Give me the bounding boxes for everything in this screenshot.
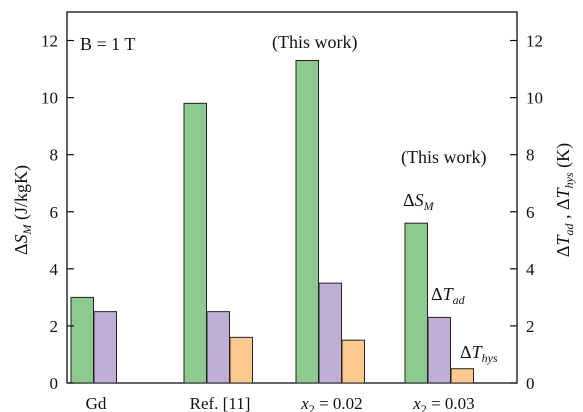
bar-dtad-x2-003 <box>427 316 451 384</box>
category-label-x2-003: x2 = 0.03 <box>412 394 474 412</box>
series-label-dthys: ΔThys <box>460 342 498 365</box>
category-label-x2-002: x2 = 0.02 <box>300 394 362 412</box>
y-axis-right-title: ΔTad , ΔThys (K) <box>553 143 576 257</box>
y-left-tick-label-2: 2 <box>50 317 59 336</box>
y-left-tick-label-10: 10 <box>41 89 58 108</box>
y-right-tick-label-0: 0 <box>526 374 535 393</box>
y-right-tick-label-6: 6 <box>526 203 535 222</box>
bar-dsm-x2-003 <box>404 222 428 384</box>
bars-layer <box>70 60 474 384</box>
bar-dtad-gd <box>93 311 117 384</box>
field-annotation: B = 1 T <box>80 34 135 54</box>
bar-dsm-ref11 <box>183 102 207 384</box>
category-label-ref11: Ref. [11] <box>190 394 251 412</box>
y-left-tick-label-4: 4 <box>50 260 59 279</box>
y-left-tick-label-6: 6 <box>50 203 59 222</box>
bar-dthys-x2-002 <box>341 339 365 384</box>
ticks-layer: 0 2 4 6 8 10 12 0 2 4 6 8 10 12 <box>41 32 543 393</box>
y-left-tick-label-8: 8 <box>50 146 59 165</box>
bar-dtad-x2-002 <box>318 282 342 384</box>
bar-dthys-x2-003 <box>450 368 474 384</box>
plot-frame <box>66 11 518 384</box>
bar-dsm-x2-002 <box>295 60 319 384</box>
bar-dsm-gd <box>70 296 94 384</box>
y-right-tick-label-4: 4 <box>526 260 535 279</box>
y-axis-left-title: ΔSM (J/kgK) <box>11 165 34 255</box>
y-right-tick-label-8: 8 <box>526 146 535 165</box>
bar-dtad-ref11 <box>206 311 230 384</box>
y-left-tick-label-0: 0 <box>50 374 59 393</box>
y-right-tick-label-12: 12 <box>526 32 543 51</box>
this-work-annotation-1: (This work) <box>272 32 357 53</box>
category-label-gd: Gd <box>86 394 107 412</box>
bar-dthys-ref11 <box>229 336 253 384</box>
series-label-dtad: ΔTad <box>431 284 466 307</box>
this-work-annotation-2: (This work) <box>401 147 486 168</box>
y-right-tick-label-2: 2 <box>526 317 535 336</box>
y-right-tick-label-10: 10 <box>526 89 543 108</box>
series-label-dsm: ΔSM <box>403 190 435 213</box>
y-left-tick-label-12: 12 <box>41 32 58 51</box>
